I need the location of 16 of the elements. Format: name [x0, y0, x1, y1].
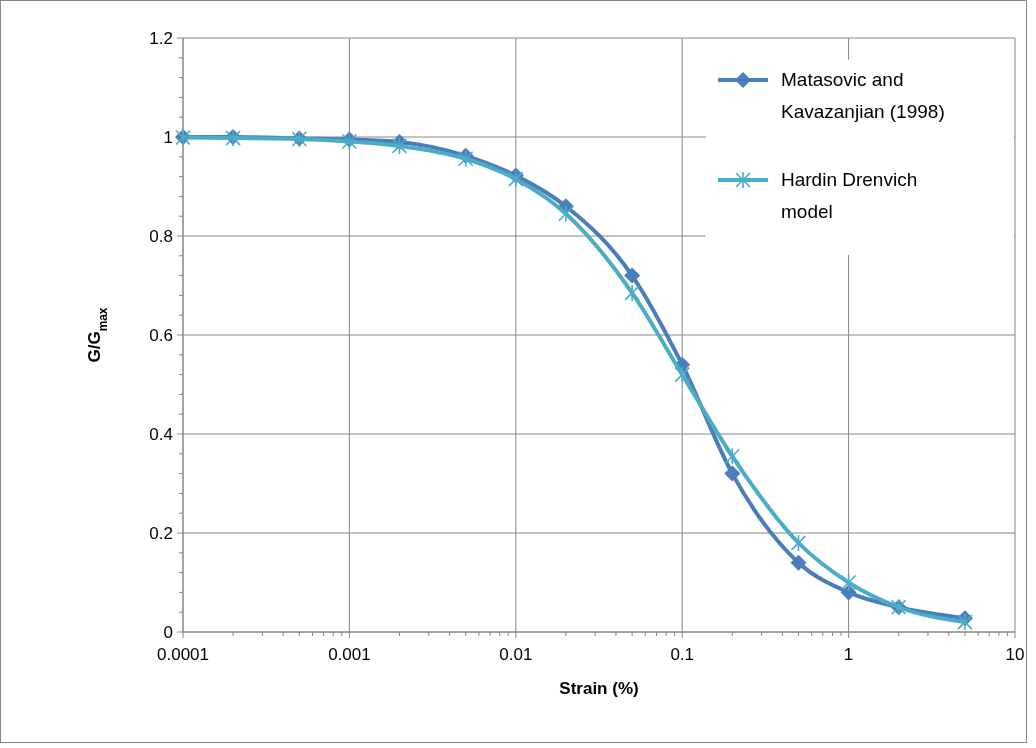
y-tick-label: 1.2 — [149, 28, 173, 48]
legend-label: Hardin Drenvich model — [781, 169, 918, 222]
y-tick-label: 0.4 — [149, 424, 173, 444]
x-tick-label: 1 — [843, 645, 854, 664]
x-tick-label: 0.0001 — [157, 645, 209, 664]
y-tick-label: 0.6 — [149, 325, 173, 345]
x-axis-title: Strain (%) — [559, 679, 639, 698]
x-tick-label: 10 — [1005, 645, 1025, 664]
legend-label: Matasovic and Kavazanjian (1998) — [781, 69, 945, 122]
y-tick-label: 0.8 — [149, 226, 173, 246]
y-tick-label: 0.2 — [149, 523, 173, 543]
x-tick-label: 0.01 — [499, 645, 533, 664]
x-tick-label: 0.1 — [670, 645, 695, 664]
x-tick-label: 0.001 — [328, 645, 371, 664]
y-tick-label: 0 — [163, 622, 173, 642]
y-tick-label: 1 — [163, 127, 173, 147]
